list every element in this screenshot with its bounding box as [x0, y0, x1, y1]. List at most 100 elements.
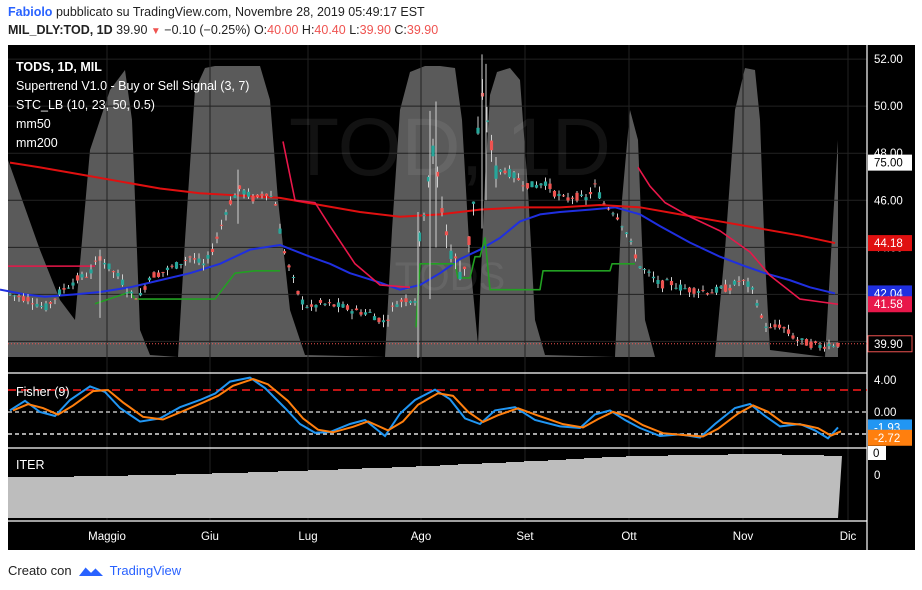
candle-body [714, 286, 719, 293]
candle-body [282, 251, 287, 254]
candle [152, 271, 156, 278]
author-name[interactable]: Fabiolo [8, 5, 53, 19]
created-with-label: Creato con [8, 563, 72, 578]
time-tick-label-0: Maggio [88, 531, 126, 543]
candle [471, 201, 476, 216]
candle-body [471, 201, 476, 204]
candle [831, 343, 836, 348]
candle-body [822, 346, 827, 349]
candle-body [12, 295, 17, 297]
candle-body [341, 304, 345, 308]
price-tag-label-mm200: 44.18 [874, 238, 903, 250]
candle-body [647, 271, 651, 273]
candle-body [642, 269, 647, 271]
candle [678, 279, 683, 296]
candle [467, 236, 471, 253]
candle [620, 225, 624, 231]
symbol-header: MIL_DLY:TOD, 1D 39.90 ▼ −0.10 (−0.25%) O… [8, 23, 438, 37]
candle [543, 177, 548, 190]
candle-body [197, 258, 201, 263]
candle [683, 284, 687, 290]
candle-body [147, 277, 152, 281]
candle [183, 256, 188, 266]
candle-body [228, 200, 233, 205]
candle [44, 300, 48, 312]
candle [444, 224, 449, 249]
candle-body [120, 279, 125, 286]
candle-body [300, 299, 305, 305]
down-triangle-icon: ▼ [150, 26, 161, 37]
candle [651, 271, 656, 283]
candle [309, 299, 314, 311]
candle [134, 298, 138, 300]
candle [638, 265, 642, 269]
candle [116, 269, 120, 280]
candle [318, 298, 323, 305]
candle [750, 286, 755, 294]
candle-body [30, 303, 35, 305]
candle-body [575, 192, 579, 201]
candle [408, 300, 413, 305]
candle-body [35, 303, 39, 307]
close-label: C: [394, 23, 407, 37]
candle [723, 279, 728, 293]
price-change: −0.10 (−0.25%) [164, 23, 251, 37]
candle-body [134, 298, 138, 300]
candle [701, 285, 705, 293]
candle [615, 213, 620, 221]
candle-body [116, 272, 120, 277]
candle-body [89, 269, 93, 274]
candle [332, 304, 336, 308]
candle [17, 294, 21, 302]
candle [197, 253, 201, 266]
candle-body [386, 319, 390, 322]
fisher-value-tag-label-1: -2.72 [874, 433, 900, 445]
candle [120, 274, 125, 287]
candle-body [71, 282, 75, 286]
candle-body [417, 232, 422, 242]
tradingview-brand-link[interactable]: TradingView [109, 563, 182, 578]
candle-body [377, 317, 381, 323]
candle-body [719, 286, 723, 289]
candle [800, 338, 804, 345]
time-tick-label-2: Lug [298, 531, 317, 543]
candle-body [431, 145, 435, 157]
candle [89, 264, 93, 280]
candle [215, 232, 219, 244]
candle [57, 286, 62, 297]
legend-stc: STC_LB (10, 23, 50, 0.5) [16, 98, 155, 112]
candle [354, 305, 359, 311]
candle [606, 207, 611, 211]
candle-body [192, 258, 197, 260]
candle-body [593, 183, 597, 185]
candle-body [552, 190, 557, 197]
published-info: pubblicato su TradingView.com, Novembre … [55, 5, 425, 19]
candle-body [530, 181, 534, 188]
candle [530, 181, 534, 188]
candle-body [687, 287, 692, 293]
candle [143, 284, 147, 293]
candle-body [813, 341, 818, 343]
candle [129, 290, 134, 299]
iter-area [8, 454, 842, 518]
high-value: 40.40 [314, 23, 346, 37]
symbol-name: MIL_DLY:TOD, 1D [8, 23, 113, 37]
candle-body [800, 338, 804, 340]
candle-body [557, 193, 561, 196]
candle-body [84, 276, 89, 278]
candle-body [818, 345, 822, 348]
candle [93, 256, 98, 265]
candle [719, 285, 723, 289]
candle [494, 157, 498, 188]
candle-body [539, 183, 543, 186]
mm200-line [9, 161, 836, 245]
candle [192, 252, 197, 264]
legend-mm50: mm50 [16, 117, 51, 131]
candle-body [453, 256, 458, 259]
candle-body [426, 176, 431, 182]
high-label: H: [301, 23, 315, 37]
candle-body [737, 280, 741, 282]
candle [759, 313, 764, 319]
candle [552, 190, 557, 199]
